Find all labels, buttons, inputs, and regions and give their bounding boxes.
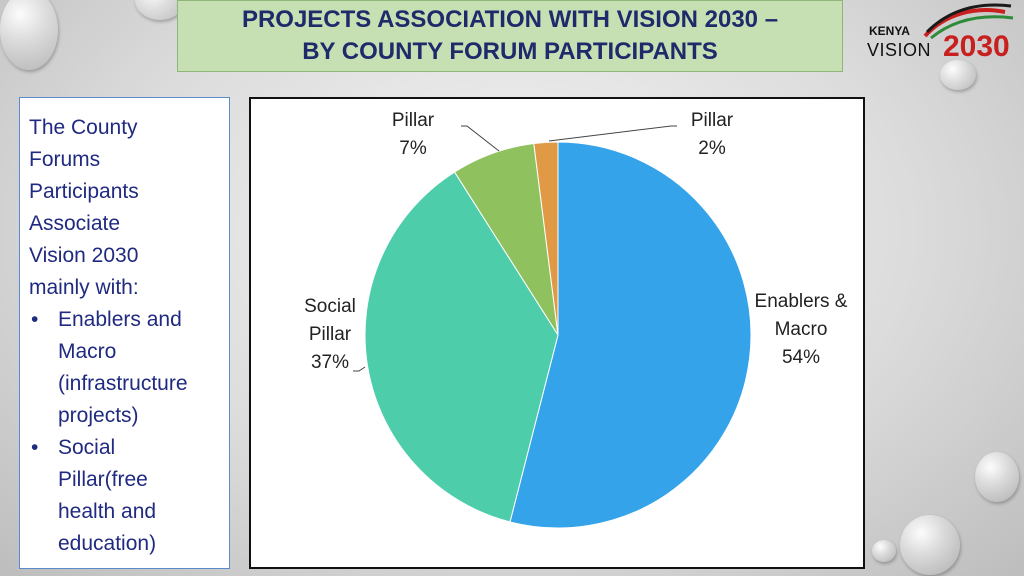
data-label-political-pillar: PoliticalPillar2%: [679, 99, 744, 159]
data-label-enablers-macro: Enablers & Macro 54%: [755, 291, 848, 368]
decor-drop-5: [900, 515, 960, 575]
leader-line-economic-pillar: [461, 125, 500, 152]
kenya-vision-2030-logo: KENYA VISION 2030: [865, 2, 1017, 64]
bullet-line: Pillar(free: [58, 468, 148, 491]
bullet-line: Macro: [58, 340, 117, 363]
summary-intro-line: The County: [29, 116, 138, 139]
slide-title-line-2: BY COUNTY FORUM PARTICIPANTS: [302, 38, 718, 65]
bullet-line: (infrastructure: [58, 372, 188, 395]
bullet-line: projects): [58, 404, 139, 427]
logo-swoosh-icon: [923, 3, 1014, 40]
bullet-line: education): [58, 532, 157, 555]
slide-title: PROJECTS ASSOCIATION WITH VISION 2030 – …: [177, 0, 843, 72]
logo-vision-text: VISION: [867, 40, 932, 60]
summary-intro-line: Forums: [29, 148, 101, 171]
summary-bullet-social: Social Pillar(free health and education): [29, 432, 221, 560]
bullet-line: health and: [58, 500, 157, 523]
bullet-line: Social: [58, 436, 116, 459]
logo-year-text: 2030: [943, 30, 1010, 63]
pie-slice-enablers-macro: [509, 141, 752, 529]
logo-kenya-text: KENYA: [869, 24, 910, 38]
data-label-social-pillar: Social Pillar 37%: [304, 296, 356, 373]
summary-intro: The County Forums Participants Associate…: [29, 112, 221, 304]
data-label-economic-pillar: EconomicPillar7%: [371, 99, 454, 159]
leader-line-political-pillar: [548, 125, 677, 142]
summary-intro-line: Vision 2030: [29, 244, 139, 267]
decor-drop-1: [0, 0, 58, 70]
decor-drop-6: [872, 540, 896, 562]
slide-title-line-1: PROJECTS ASSOCIATION WITH VISION 2030 –: [241, 6, 779, 33]
decor-drop-4: [975, 452, 1019, 502]
decor-drop-2: [135, 0, 185, 20]
summary-intro-line: mainly with:: [29, 276, 139, 299]
summary-intro-line: Associate: [29, 212, 121, 235]
summary-bullet-enablers: Enablers and Macro (infrastructure proje…: [29, 304, 221, 432]
decor-drop-3: [940, 60, 976, 90]
summary-text-box: The County Forums Participants Associate…: [19, 97, 230, 569]
bullet-line: Enablers and: [58, 308, 182, 331]
summary-bullets: Enablers and Macro (infrastructure proje…: [29, 304, 221, 560]
summary-intro-line: Participants: [29, 180, 139, 203]
pie-slice-political-pillar: [533, 141, 559, 336]
leader-line-social-pillar: [353, 366, 366, 372]
